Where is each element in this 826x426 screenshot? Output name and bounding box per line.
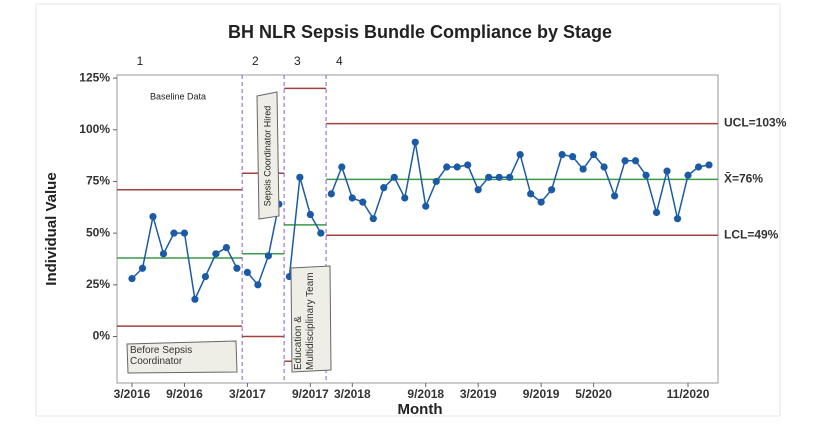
annotations: Before Sepsis Coordinator Sepsis Coordin… (126, 91, 332, 374)
annotation: Education & Multidisciplinary Team (293, 272, 316, 370)
annotation: Before Sepsis Coordinator (130, 345, 193, 367)
data-point (464, 161, 472, 169)
y-tick-label: 25% (86, 277, 110, 291)
data-point (191, 295, 199, 303)
data-point (705, 161, 713, 169)
x-tick-label: 11/2020 (667, 387, 710, 401)
data-line (288, 177, 322, 277)
x-tick-label: 3/2016 (114, 387, 151, 401)
data-point (317, 229, 325, 237)
data-point (128, 275, 136, 283)
data-point (443, 163, 451, 171)
x-tick-label: 9/2019 (523, 387, 560, 401)
data-point (600, 163, 608, 171)
stage-label: 4 (336, 54, 343, 68)
annotation: Sepsis Coordinator Hired (262, 106, 272, 207)
data-point (474, 186, 482, 194)
y-tick-label: 100% (79, 122, 110, 136)
y-tick-label: 75% (86, 174, 110, 188)
data-point (254, 281, 262, 289)
data-point (359, 198, 367, 206)
x-tick-label: 3/2019 (460, 387, 497, 401)
data-point (170, 229, 178, 237)
y-tick-label: 50% (86, 225, 110, 239)
data-point (558, 150, 566, 159)
data-point (621, 157, 629, 165)
data-point (432, 177, 440, 186)
x-tick-label: 3/2017 (229, 387, 266, 401)
stage-label: 2 (252, 54, 259, 68)
callout-box (290, 265, 332, 373)
data-point (138, 264, 147, 272)
data-point (422, 202, 430, 210)
data-point (401, 194, 409, 202)
figure-frame (35, 3, 781, 417)
data-point (243, 268, 251, 277)
data-point (411, 138, 419, 146)
x-tick-label: 9/2018 (407, 387, 444, 401)
data-point (149, 212, 157, 221)
x-tick-label: 5/2020 (575, 387, 612, 401)
data-point (390, 173, 398, 181)
data-point (516, 150, 524, 159)
x-tick-label: 9/2017 (292, 387, 329, 401)
lcl-label: LCL=49% (724, 227, 779, 241)
stage-label: 3 (294, 54, 301, 68)
chart-title: BH NLR Sepsis Bundle Compliance by Stage (228, 22, 612, 42)
data-point (537, 198, 545, 206)
data-point (642, 171, 650, 179)
data-point (453, 163, 461, 171)
data-point (159, 250, 168, 258)
x-tick-label: 3/2018 (334, 387, 371, 401)
data-point (348, 194, 356, 202)
data-point (233, 264, 241, 272)
data-point (684, 171, 692, 179)
data-point (296, 173, 304, 181)
annotation: Baseline Data (150, 91, 206, 101)
data-point (495, 173, 503, 181)
x-tick-label: 9/2016 (166, 387, 203, 401)
data-point (673, 215, 682, 223)
data-point (506, 173, 514, 181)
x-axis-label: Month (398, 401, 443, 418)
data-point (652, 208, 661, 217)
data-point (527, 190, 535, 198)
data-point (180, 229, 189, 237)
data-point (548, 186, 556, 194)
data-point (694, 163, 703, 171)
data-point (663, 167, 671, 175)
callout-box (256, 91, 280, 220)
center-label: X̄=76% (724, 172, 763, 186)
data-point (306, 210, 314, 219)
callout-box (126, 340, 238, 374)
data-point (327, 190, 335, 198)
data-point (338, 163, 346, 171)
data-point (369, 215, 377, 223)
stage-label: 1 (137, 54, 144, 68)
data-point (485, 173, 493, 181)
data-point (569, 153, 577, 161)
data-point (590, 150, 598, 159)
data-point (201, 272, 210, 281)
data-point (264, 252, 272, 260)
y-axis-label: Individual Value (43, 172, 60, 285)
data-point (380, 184, 388, 192)
y-tick-label: 125% (79, 70, 110, 84)
y-tick-label: 0% (93, 329, 111, 343)
plot-frame (116, 74, 719, 384)
callout: Before Sepsis Coordinator (130, 345, 193, 367)
data-point (579, 165, 587, 173)
data-point (212, 250, 220, 258)
data-line (246, 204, 280, 287)
ucl-label: UCL=103% (724, 116, 787, 130)
callout: Education & Multidisciplinary Team (293, 272, 316, 370)
data-point (631, 157, 640, 165)
data-point (222, 244, 231, 252)
data-point (610, 192, 619, 200)
